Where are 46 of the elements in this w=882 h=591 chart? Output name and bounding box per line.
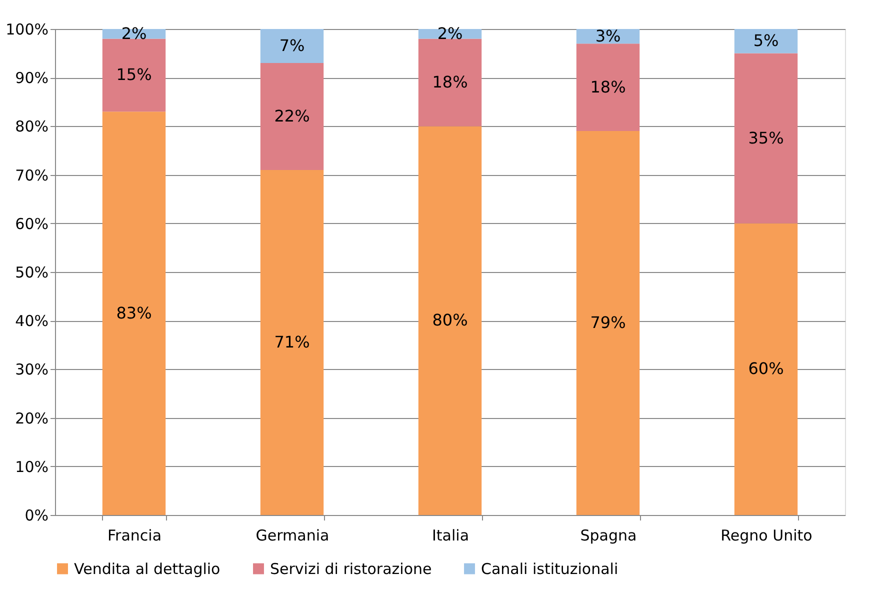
- bar: [102, 38, 166, 112]
- bar: [734, 29, 798, 54]
- y-tick-label: 40%: [15, 312, 48, 330]
- data-label: 71%: [274, 332, 310, 352]
- x-tick-label: Italia: [432, 526, 470, 544]
- y-tick-label: 30%: [15, 360, 48, 379]
- x-tick-label: Regno Unito: [720, 526, 812, 544]
- bar: [418, 38, 482, 126]
- data-label: 5%: [753, 31, 779, 50]
- x-tick-label: Francia: [107, 526, 162, 544]
- data-label: 15%: [116, 65, 152, 84]
- bar: [576, 44, 640, 132]
- y-tick-label: 20%: [15, 409, 48, 428]
- data-label: 18%: [590, 77, 626, 96]
- data-label: 35%: [748, 128, 784, 148]
- x-tick-label: Germania: [256, 526, 330, 544]
- y-tick-label: 100%: [6, 20, 48, 38]
- bar: [260, 63, 324, 170]
- y-tick-label: 0%: [24, 506, 48, 524]
- y-tick-label: 90%: [15, 69, 48, 88]
- data-label: 2%: [121, 24, 147, 43]
- data-label: 7%: [279, 36, 305, 56]
- data-label: 18%: [432, 72, 468, 92]
- bar: [576, 131, 640, 515]
- y-tick-label: 10%: [15, 458, 48, 476]
- bar: [260, 29, 324, 64]
- data-label: 3%: [595, 26, 621, 46]
- data-label: 79%: [590, 313, 626, 332]
- legend-label: Servizi di ristorazione: [270, 560, 432, 578]
- data-label: 60%: [748, 359, 784, 378]
- bar: [734, 223, 798, 515]
- bar: [260, 170, 324, 515]
- y-tick-label: 80%: [15, 118, 48, 136]
- y-tick-label: 70%: [15, 166, 48, 184]
- bar: [734, 53, 798, 224]
- bar: [418, 126, 482, 515]
- y-tick-label: 50%: [15, 264, 48, 282]
- data-label: 83%: [116, 303, 152, 322]
- legend-label: Vendita al dettaglio: [74, 560, 220, 578]
- bar: [102, 112, 166, 515]
- y-tick-label: 60%: [15, 214, 48, 233]
- x-tick-label: Spagna: [580, 526, 637, 544]
- legend-label: Canali istituzionali: [481, 560, 618, 578]
- data-label: 22%: [274, 106, 310, 126]
- data-label: 2%: [437, 24, 463, 43]
- data-label: 80%: [432, 310, 468, 330]
